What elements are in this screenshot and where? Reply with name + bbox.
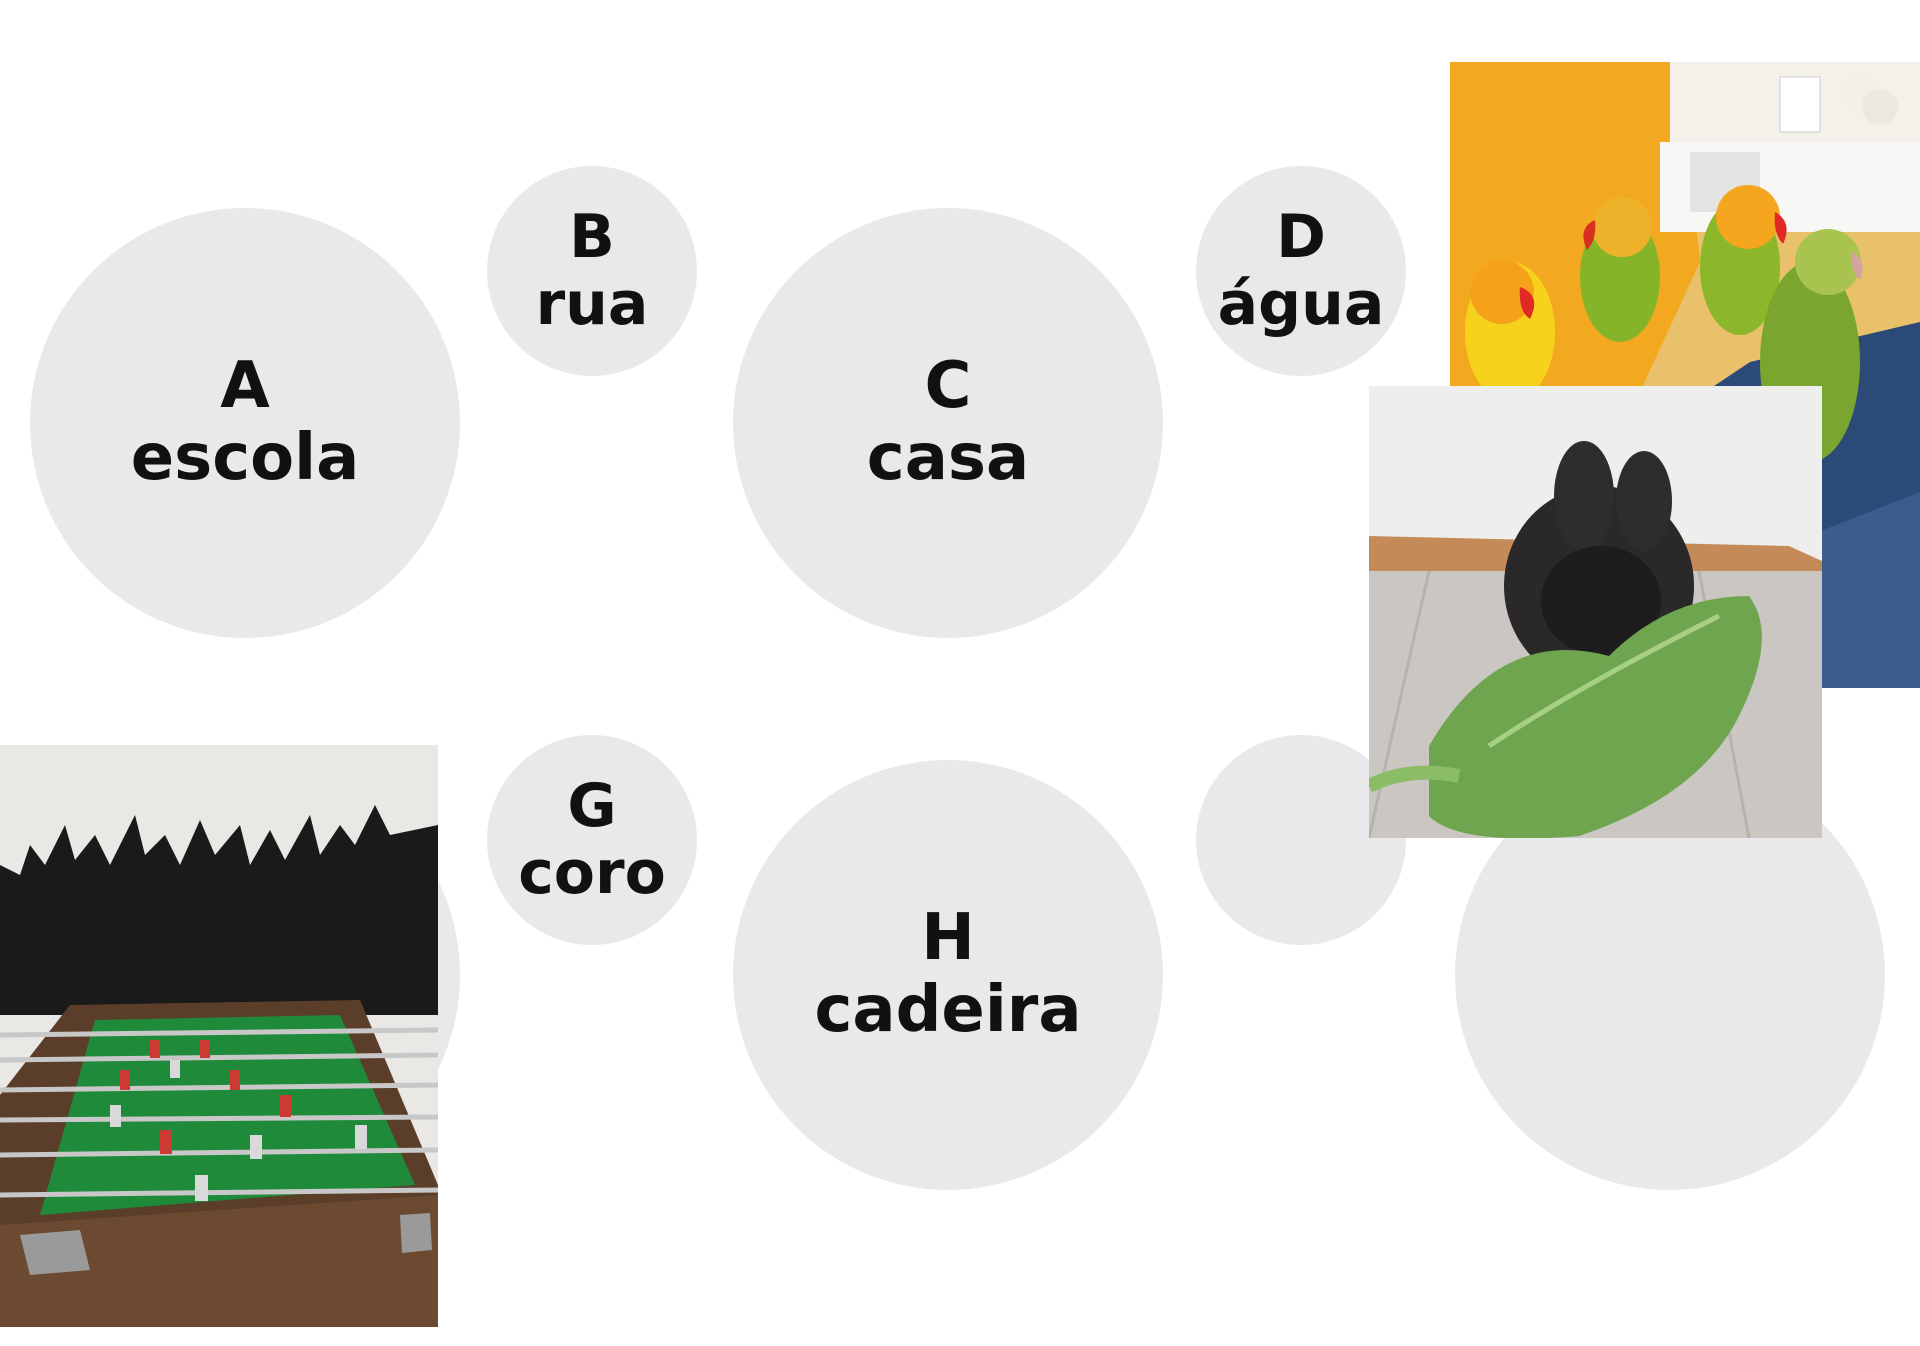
circle-c-word: casa [866,421,1030,495]
circle-g-word: coro [518,838,666,908]
rabbit-photo[interactable] [1369,386,1822,838]
circle-d-word: água [1217,269,1385,339]
circle-g[interactable]: G coro [487,735,697,945]
circle-b[interactable]: B rua [487,166,697,376]
circle-h-letter: H [921,901,975,976]
circle-h-word: cadeira [814,973,1082,1047]
circle-g-letter: G [567,770,617,841]
circle-a-letter: A [220,349,270,424]
rabbit-image [1369,386,1822,838]
circle-h[interactable]: H cadeira [733,760,1163,1190]
circle-b-word: rua [535,269,649,339]
circle-b-letter: B [569,201,615,272]
circle-d-letter: D [1276,201,1326,272]
circle-a[interactable]: A escola [30,208,460,638]
circle-d[interactable]: D água [1196,166,1406,376]
foosball-photo[interactable] [0,745,438,1327]
circle-c-letter: C [924,349,972,424]
circle-a-word: escola [130,421,360,495]
circle-c[interactable]: C casa [733,208,1163,638]
foosball-image [0,745,438,1327]
